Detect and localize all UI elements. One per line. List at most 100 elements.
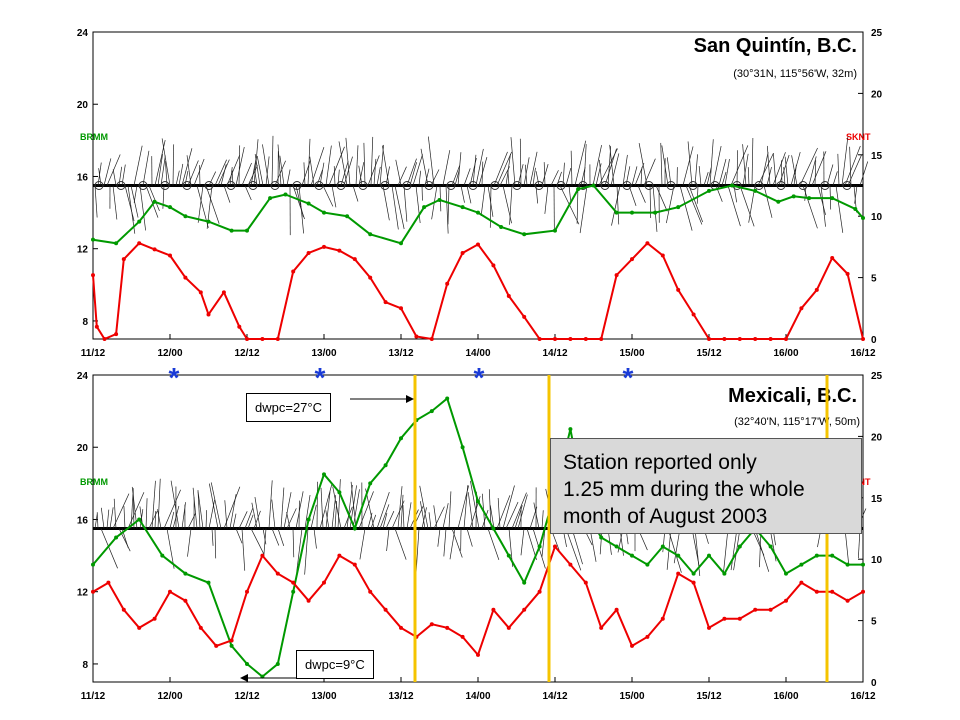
series-point-1 bbox=[168, 589, 172, 594]
wind-barb bbox=[379, 504, 390, 529]
wind-barb bbox=[466, 528, 473, 547]
wind-barb bbox=[480, 185, 486, 216]
series-point-1 bbox=[568, 337, 573, 341]
wind-barb bbox=[394, 528, 407, 560]
series-point-1 bbox=[429, 622, 434, 627]
calm-circle bbox=[512, 181, 522, 190]
series-point-1 bbox=[630, 643, 634, 648]
x-tick-label: 15/00 bbox=[619, 691, 644, 702]
series-point-1 bbox=[102, 337, 107, 341]
wind-barb bbox=[523, 157, 530, 186]
wind-barb bbox=[229, 167, 233, 186]
wind-barb bbox=[232, 513, 237, 529]
wind-barb bbox=[837, 153, 840, 186]
series-point-1 bbox=[214, 643, 219, 648]
series-point-1 bbox=[429, 337, 434, 341]
wind-barb bbox=[616, 185, 620, 225]
wind-barb bbox=[718, 158, 727, 186]
wind-barb bbox=[100, 528, 118, 569]
x-tick-label: 13/12 bbox=[388, 691, 413, 702]
series-point-0 bbox=[383, 463, 388, 468]
wind-barb bbox=[337, 479, 341, 529]
wind-barb bbox=[443, 528, 447, 557]
wind-barb bbox=[214, 159, 227, 186]
series-point-1 bbox=[306, 251, 311, 256]
wind-barb bbox=[133, 145, 143, 186]
wind-barb bbox=[589, 528, 597, 562]
wind-barb bbox=[263, 528, 267, 557]
calm-circle bbox=[446, 181, 456, 190]
series-point-0 bbox=[653, 210, 658, 215]
left-y-tick-label: 8 bbox=[82, 317, 88, 328]
wind-barb bbox=[524, 164, 528, 186]
series-point-1 bbox=[845, 271, 850, 276]
series-point-0 bbox=[306, 517, 311, 522]
wind-barb bbox=[696, 185, 699, 204]
calm-circle bbox=[116, 181, 126, 190]
series-point-0 bbox=[499, 225, 504, 230]
wind-barb bbox=[363, 142, 366, 186]
series-point-1 bbox=[91, 589, 95, 594]
wind-barb bbox=[313, 528, 317, 549]
wind-barb bbox=[112, 185, 118, 220]
wind-barb bbox=[791, 155, 798, 186]
wind-barb bbox=[463, 168, 471, 186]
x-tick-label: 14/12 bbox=[542, 691, 567, 702]
series-point-1 bbox=[737, 337, 742, 341]
calm-circle bbox=[182, 181, 192, 190]
wind-barb bbox=[193, 158, 205, 186]
series-point-0 bbox=[245, 228, 249, 233]
wind-barb bbox=[666, 157, 672, 186]
wind-barb bbox=[172, 144, 175, 186]
wind-barb bbox=[226, 155, 240, 186]
wind-barb bbox=[415, 185, 421, 224]
series-point-1 bbox=[476, 652, 480, 657]
calm-circle bbox=[600, 181, 610, 190]
wind-barb bbox=[625, 166, 631, 186]
arrowhead-lower bbox=[240, 674, 248, 682]
x-tick-label: 16/00 bbox=[773, 348, 798, 359]
wind-barb bbox=[610, 153, 620, 186]
series-point-1 bbox=[237, 324, 242, 329]
wind-barb bbox=[205, 185, 220, 224]
calm-circle bbox=[94, 181, 104, 190]
wind-barb bbox=[402, 504, 405, 529]
series-point-0 bbox=[399, 436, 403, 441]
wind-barb bbox=[509, 185, 513, 225]
series-point-0 bbox=[160, 553, 165, 558]
wind-barb bbox=[739, 185, 755, 227]
wind-barb bbox=[309, 156, 315, 186]
series-point-0 bbox=[283, 192, 288, 197]
wind-barb bbox=[847, 154, 863, 186]
wind-barb bbox=[286, 508, 297, 529]
wind-barb bbox=[454, 169, 460, 186]
series-point-1 bbox=[861, 589, 865, 594]
right-y-tick-label: 15 bbox=[871, 494, 883, 505]
wind-barb bbox=[241, 162, 252, 186]
wind-barb bbox=[352, 489, 360, 529]
series-point-1 bbox=[245, 337, 249, 341]
wind-barb bbox=[467, 492, 474, 529]
wind-barb bbox=[250, 156, 257, 186]
wind-barb bbox=[94, 185, 98, 218]
calm-circle bbox=[556, 181, 566, 190]
left-y-tick-label: 8 bbox=[82, 660, 88, 671]
right-y-tick-label: 10 bbox=[871, 212, 883, 223]
wind-barb bbox=[580, 167, 586, 186]
wind-barb bbox=[428, 512, 432, 529]
wind-barb bbox=[214, 528, 217, 559]
wind-barb bbox=[481, 509, 489, 529]
series-point-0 bbox=[206, 580, 211, 585]
wind-barb bbox=[197, 491, 204, 529]
left-y-tick-label: 20 bbox=[77, 443, 89, 454]
wind-barb bbox=[109, 507, 114, 529]
wind-barb bbox=[382, 185, 390, 221]
wind-barb bbox=[634, 162, 645, 186]
right-y-tick-label: 0 bbox=[871, 335, 877, 346]
series-point-0 bbox=[730, 183, 735, 188]
series-point-1 bbox=[221, 290, 226, 295]
wind-barb bbox=[253, 139, 259, 186]
series-point-0 bbox=[645, 562, 650, 567]
wind-barb bbox=[208, 171, 217, 186]
series-point-0 bbox=[776, 199, 781, 204]
